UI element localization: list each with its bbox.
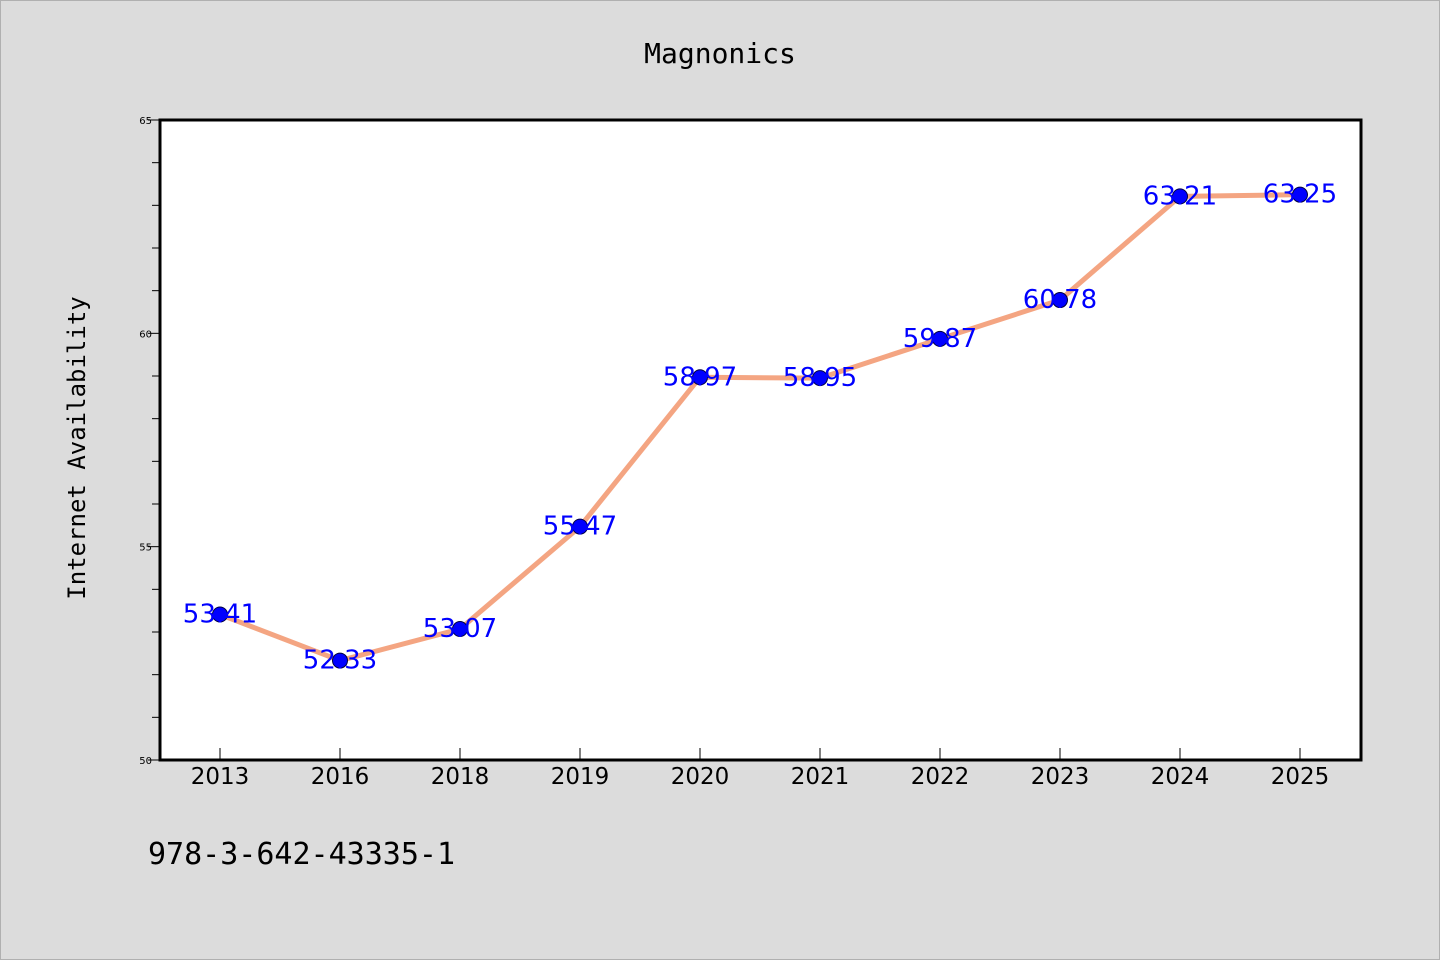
x-tick-label: 2019	[551, 764, 610, 790]
data-point	[1172, 188, 1188, 205]
y-tick-label: 50	[139, 756, 152, 767]
data-label: 58.95	[783, 363, 857, 393]
data-point	[1292, 186, 1308, 203]
x-tick-label: 2023	[1031, 764, 1090, 790]
data-label: 60.78	[1023, 285, 1097, 315]
data-label: 58.97	[663, 362, 737, 392]
data-label: 53.41	[183, 600, 257, 630]
y-tick-label: 55	[139, 543, 152, 554]
x-axis-ticks: 2013 2016 2018 2019 2020 2021 2022 2023 2024 2025	[191, 748, 1330, 790]
data-point	[572, 518, 588, 535]
data-label: 55.47	[543, 512, 617, 542]
x-tick-label: 2016	[311, 764, 370, 790]
series-line	[219, 192, 1301, 664]
data-point	[452, 621, 468, 638]
y-axis-ticks: 50 55 60 65	[139, 116, 160, 767]
data-label: 52.33	[303, 646, 377, 676]
data-label: 53.07	[423, 614, 497, 644]
y-tick-label: 60	[139, 329, 152, 340]
data-point	[812, 370, 828, 387]
x-tick-label: 2018	[431, 764, 490, 790]
y-tick-label: 65	[139, 116, 152, 127]
data-point	[692, 369, 708, 386]
series-layer	[212, 186, 1308, 669]
x-tick-label: 2020	[671, 764, 730, 790]
data-point	[212, 606, 228, 623]
data-label: 63.25	[1263, 180, 1337, 210]
x-tick-label: 2021	[791, 764, 850, 790]
x-tick-label: 2013	[191, 764, 250, 790]
y-axis-label: Internet Availability	[63, 296, 91, 599]
data-point	[1052, 292, 1068, 309]
data-label-layer: 53.41 52.33 53.07 55.47 58.97 58.95 59.87 60.78…	[183, 180, 1337, 676]
isbn-footer: 978-3-642-43335-1	[148, 837, 455, 872]
data-point	[332, 652, 348, 669]
plot-frame	[158, 118, 1363, 762]
x-tick-label: 2025	[1271, 764, 1330, 790]
data-label: 63.21	[1143, 181, 1217, 211]
data-point	[932, 330, 948, 347]
data-label: 59.87	[903, 324, 977, 354]
chart-title: Magnonics	[644, 37, 796, 70]
x-tick-label: 2024	[1151, 764, 1210, 790]
x-tick-label: 2022	[911, 764, 970, 790]
